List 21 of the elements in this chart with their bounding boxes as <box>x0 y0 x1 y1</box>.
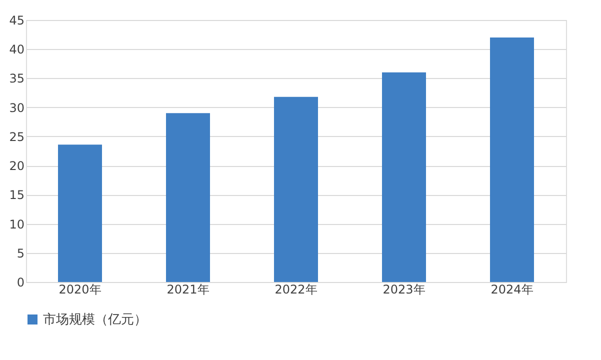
x-tick-label: 2020年 <box>58 282 102 296</box>
y-tick-label: 45 <box>9 14 24 28</box>
y-tick-label: 10 <box>9 217 24 232</box>
legend-label: 市场规模（亿元） <box>43 312 147 328</box>
y-tick-label: 0 <box>16 276 24 290</box>
bar <box>274 96 318 282</box>
y-tick-label: 25 <box>9 130 24 144</box>
y-tick-label: 40 <box>9 42 24 57</box>
y-tick-label: 5 <box>16 246 24 260</box>
bar <box>490 37 534 282</box>
y-tick-label: 30 <box>9 100 24 115</box>
x-tick-label: 2024年 <box>490 282 534 296</box>
bar <box>166 113 210 282</box>
y-tick-label: 20 <box>9 159 24 174</box>
y-tick-label: 15 <box>9 188 24 202</box>
bar <box>58 144 102 282</box>
x-tick-label: 2021年 <box>166 282 210 296</box>
x-tick-label: 2023年 <box>382 282 426 296</box>
y-tick-label: 35 <box>9 72 24 86</box>
bar <box>382 72 426 282</box>
x-tick-label: 2022年 <box>274 282 318 296</box>
